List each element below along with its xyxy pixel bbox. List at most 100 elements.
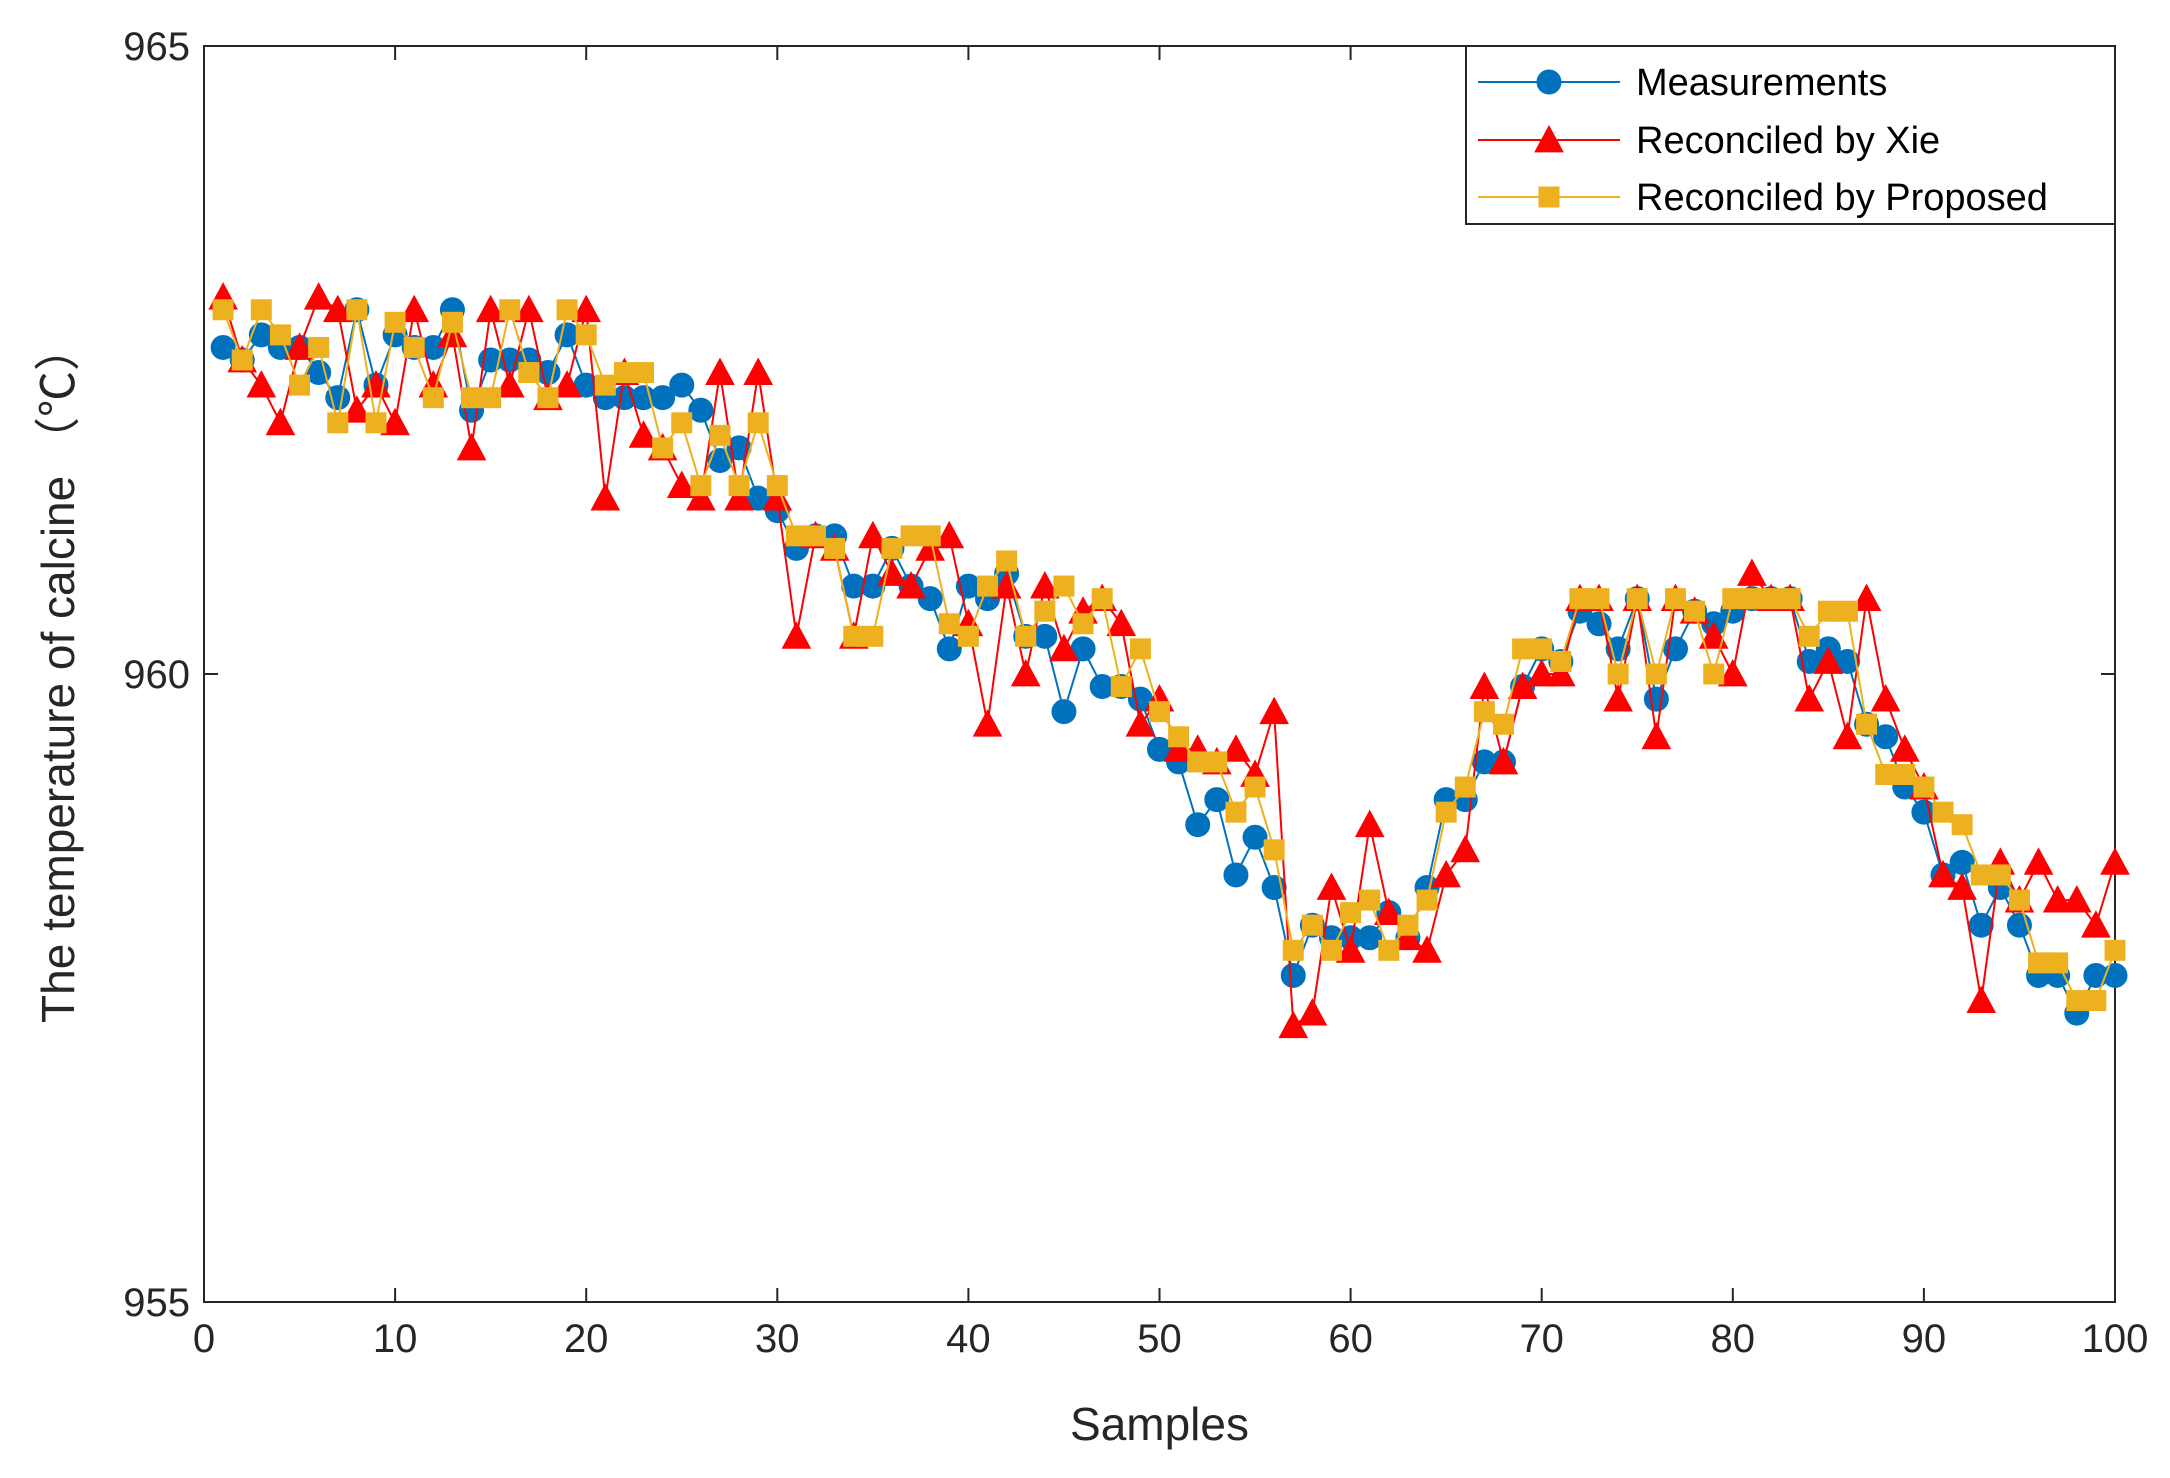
data-point	[919, 525, 941, 547]
data-point	[1244, 776, 1266, 798]
x-tick-label: 70	[1519, 1317, 1564, 1361]
data-point	[1301, 914, 1323, 936]
axis-ticks: 0 10 20 30 40 50 60 70 80 90 100 955 960 965	[123, 25, 2148, 1361]
x-tick-label: 20	[564, 1317, 609, 1361]
data-point	[785, 525, 807, 547]
data-point	[594, 374, 616, 396]
data-point	[1645, 663, 1667, 685]
data-point	[1873, 724, 1899, 750]
legend-label: Reconciled by Proposed	[1636, 177, 2048, 219]
data-point	[1989, 864, 2011, 886]
data-point	[210, 334, 236, 360]
data-point	[250, 299, 272, 321]
data-point	[1947, 872, 1977, 900]
data-point	[1550, 650, 1572, 672]
data-point	[1225, 801, 1247, 823]
data-point	[628, 420, 659, 448]
data-point	[1185, 812, 1211, 838]
data-point	[1512, 638, 1534, 660]
data-point	[475, 294, 506, 323]
data-point	[709, 424, 731, 446]
x-tick-label: 80	[1711, 1317, 1756, 1361]
data-point	[728, 475, 750, 497]
data-point	[1856, 713, 1878, 735]
data-point	[1454, 776, 1476, 798]
series-layer	[208, 282, 2130, 1039]
data-point	[1373, 897, 1404, 926]
data-point	[1359, 889, 1381, 911]
data-point	[881, 537, 903, 559]
data-point	[705, 357, 735, 385]
legend-marker	[1538, 186, 1560, 208]
data-point	[843, 625, 865, 647]
data-point	[1641, 721, 1672, 750]
data-point	[1531, 638, 1553, 660]
x-tick-label: 10	[373, 1317, 418, 1361]
data-point	[1204, 787, 1230, 813]
data-point	[652, 437, 674, 459]
legend-label: Reconciled by Xie	[1636, 120, 1940, 162]
data-point	[1717, 658, 1748, 687]
legend-marker	[1534, 124, 1564, 153]
x-tick-label: 100	[2082, 1317, 2149, 1361]
data-point	[346, 299, 368, 321]
data-point	[781, 621, 812, 649]
data-point	[437, 319, 468, 348]
data-point	[422, 387, 444, 409]
data-point	[766, 475, 788, 497]
data-point	[403, 336, 425, 358]
data-point	[1049, 633, 1079, 662]
data-point	[246, 370, 277, 398]
data-point	[1297, 998, 1328, 1026]
data-point	[633, 362, 655, 384]
y-tick-label: 955	[123, 1281, 190, 1325]
data-point	[1259, 696, 1289, 725]
data-point	[322, 294, 353, 323]
data-point	[805, 525, 827, 547]
data-point	[1053, 575, 1075, 597]
data-point	[1722, 588, 1744, 610]
data-point	[2028, 952, 2050, 974]
data-point	[1431, 859, 1461, 888]
data-point	[688, 397, 714, 423]
data-point	[896, 571, 926, 599]
x-tick-label: 60	[1328, 1317, 1373, 1361]
data-point	[1889, 734, 1920, 762]
x-tick-label: 90	[1902, 1317, 1947, 1361]
data-point	[1282, 939, 1304, 961]
data-point	[824, 537, 846, 559]
data-point	[265, 407, 296, 436]
data-point	[2085, 990, 2107, 1012]
data-point	[1605, 636, 1631, 662]
data-point	[1607, 663, 1629, 685]
data-point	[1684, 600, 1706, 622]
data-point	[535, 360, 561, 386]
data-point	[289, 374, 311, 396]
data-point	[1416, 889, 1438, 911]
legend-entry: Reconciled by Proposed	[1478, 177, 2048, 219]
data-point	[1626, 588, 1648, 610]
data-point	[666, 470, 697, 498]
data-point	[934, 520, 965, 549]
data-point	[1072, 613, 1094, 635]
data-point	[2023, 847, 2054, 875]
legend-marker	[1536, 69, 1562, 95]
data-point	[977, 575, 999, 597]
data-point	[1450, 834, 1481, 863]
data-point	[1966, 985, 1997, 1013]
data-point	[1760, 588, 1782, 610]
data-point	[1320, 939, 1342, 961]
data-point	[1911, 799, 1937, 825]
data-point	[1949, 849, 1975, 875]
x-axis-label: Samples	[1070, 1398, 1249, 1450]
data-point	[2100, 847, 2130, 875]
data-point	[1187, 751, 1209, 773]
data-point	[1316, 872, 1347, 900]
data-point	[1569, 588, 1591, 610]
data-point	[936, 636, 962, 662]
data-point	[571, 294, 602, 323]
data-point	[384, 311, 406, 333]
data-point	[1664, 588, 1686, 610]
data-point	[938, 613, 960, 635]
